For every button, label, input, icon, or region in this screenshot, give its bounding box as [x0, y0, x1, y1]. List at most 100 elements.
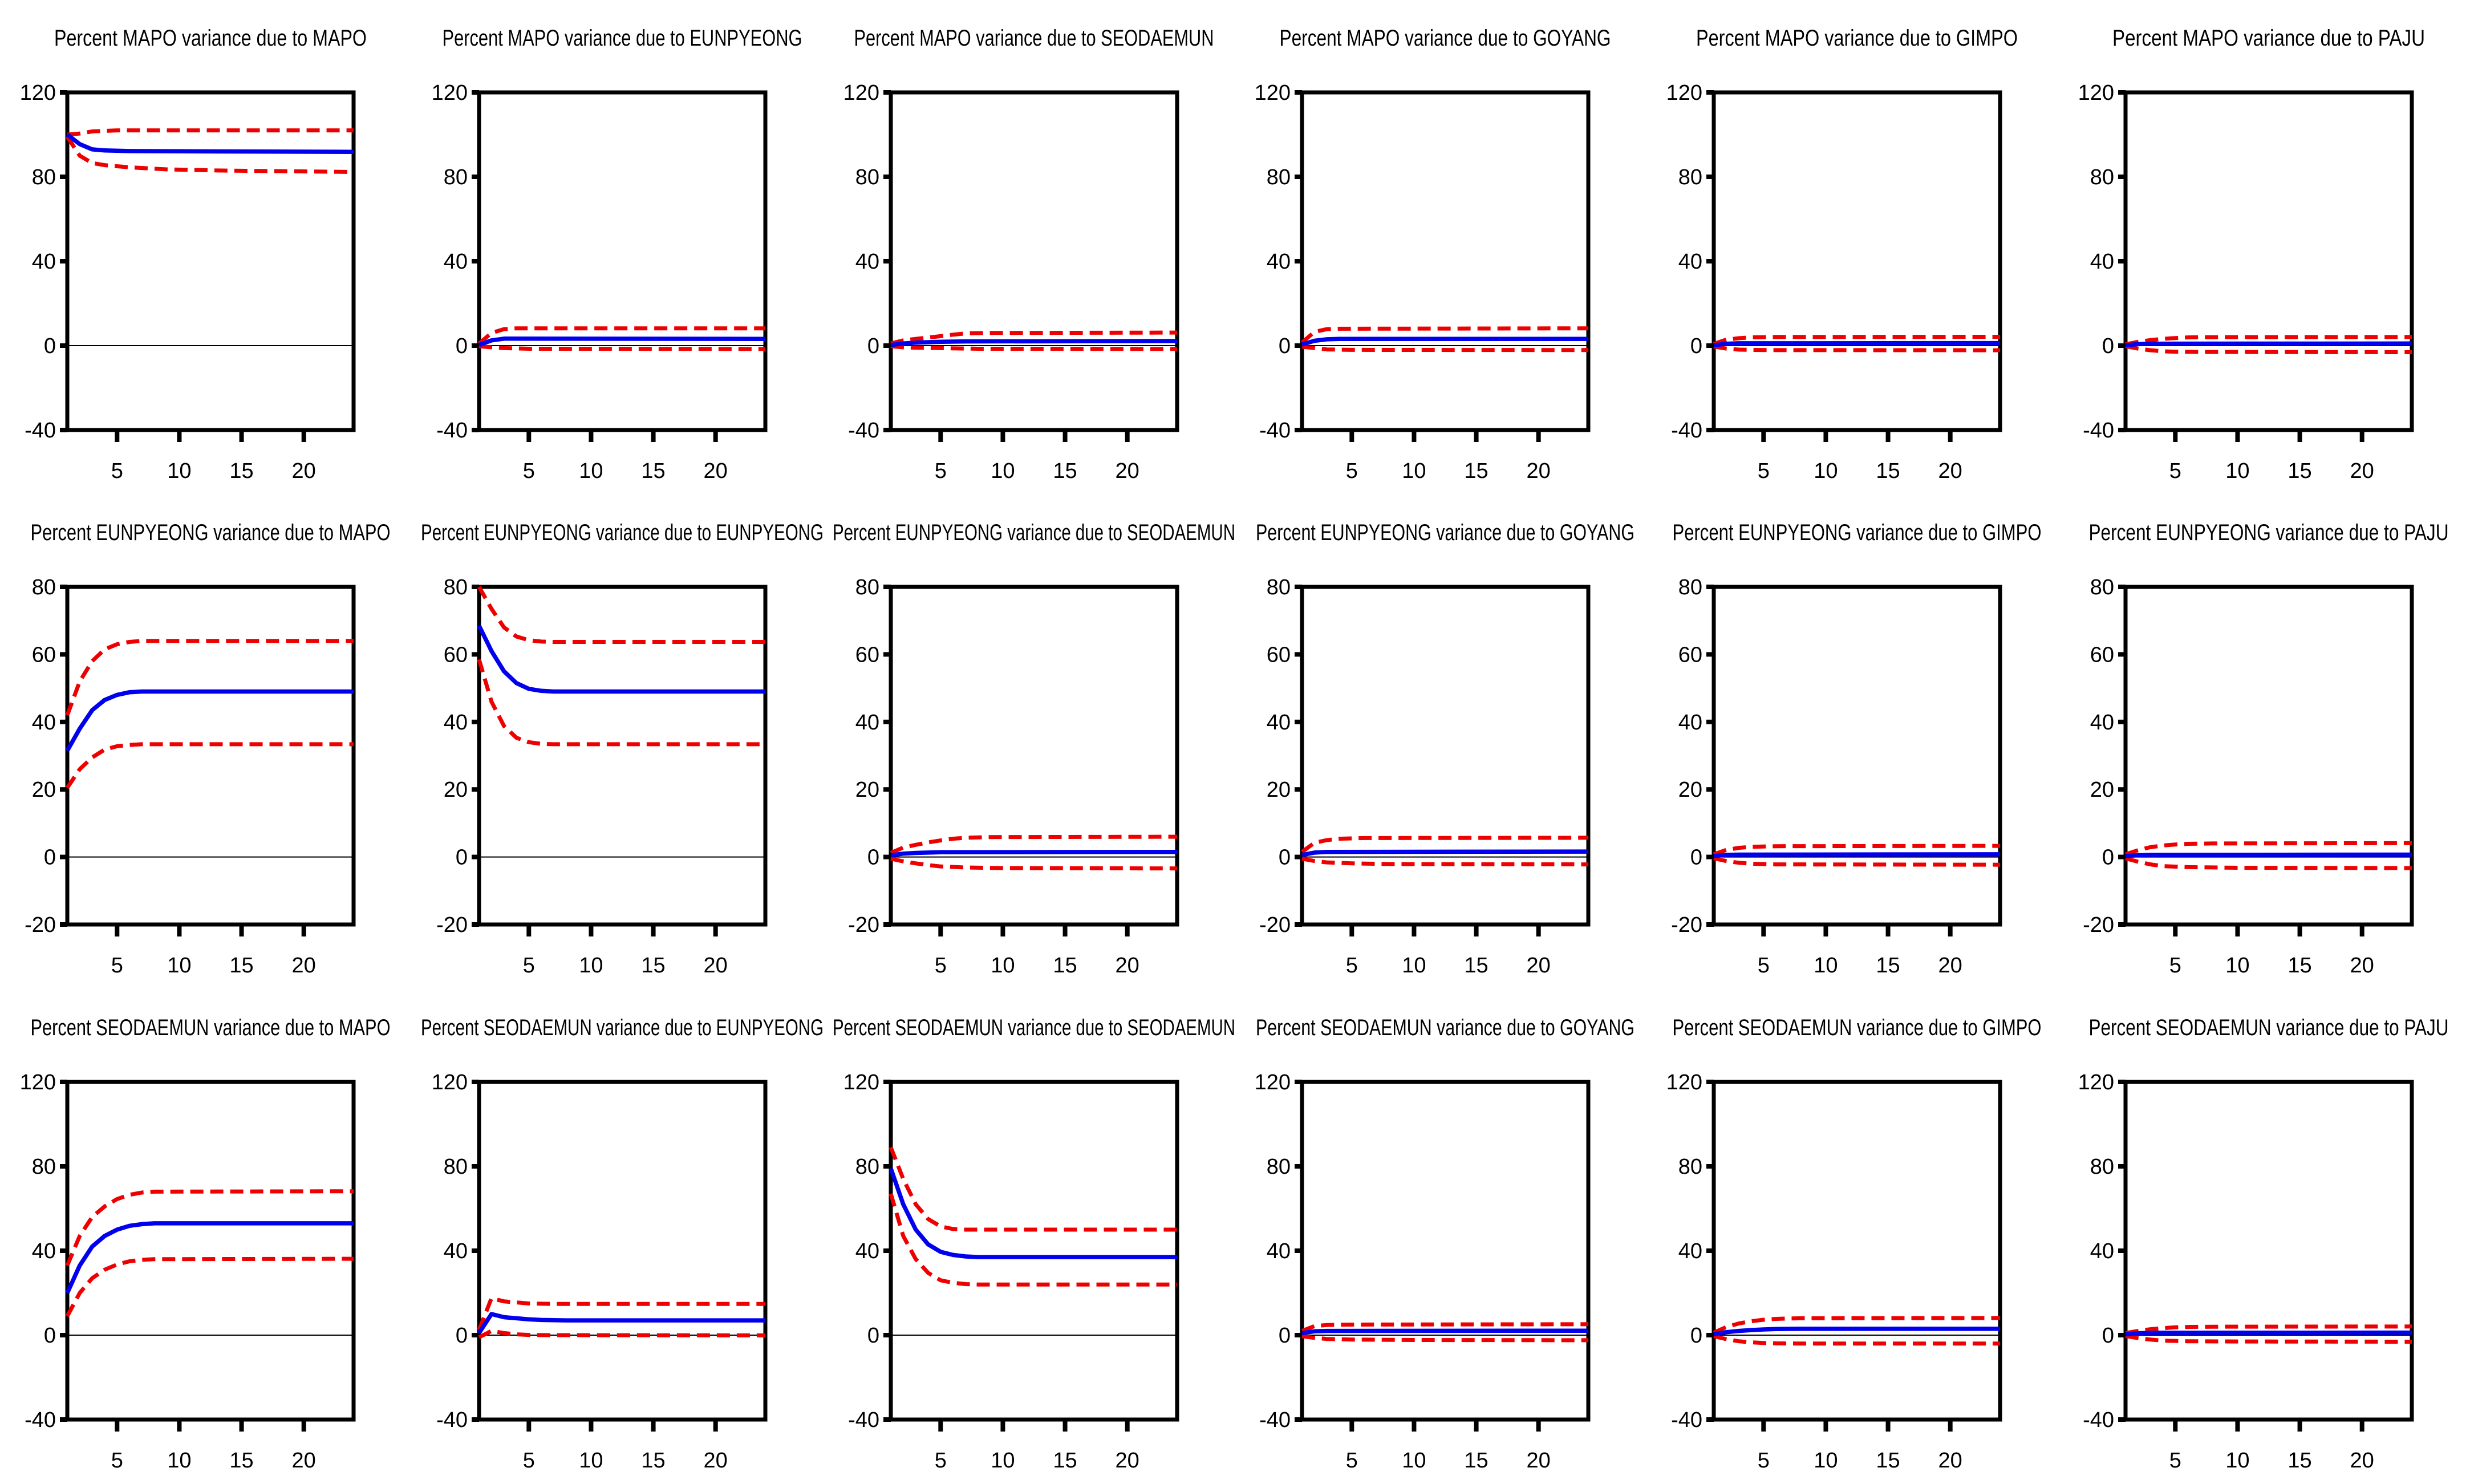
y-axis-label: 80	[444, 165, 468, 189]
y-axis-label: 20	[1678, 778, 1702, 802]
x-axis-label: 10	[1402, 1449, 1426, 1473]
y-axis-label: 0	[2102, 1324, 2114, 1348]
x-axis-label: 15	[1876, 954, 1900, 978]
series-upper-band	[65, 1189, 354, 1267]
plot-frame	[889, 585, 1179, 927]
x-axis-label: 5	[523, 1449, 535, 1473]
panel-eunpyeong-due-to-goyang: Percent EUNPYEONG variance due to GOYANG…	[1235, 494, 1646, 990]
series-upper-band	[1713, 1316, 2001, 1335]
x-axis-label: 20	[292, 459, 316, 483]
panel-mapo-due-to-gimpo: Percent MAPO variance due to GIMPO 120 80 4…	[1646, 0, 2058, 495]
plot-canvas: Percent EUNPYEONG variance due to GOYANG…	[1256, 520, 1635, 978]
plot-canvas: Percent SEODAEMUN variance due to MAPO 12…	[20, 1015, 391, 1473]
y-axis-label: 80	[32, 575, 56, 599]
y-axis-label: -40	[1671, 1408, 1702, 1432]
series-center-line	[2125, 852, 2412, 858]
x-axis-label: 15	[1876, 459, 1900, 483]
x-axis-label: 20	[1938, 954, 1962, 978]
plot-canvas: Percent EUNPYEONG variance due to EUNPYE…	[421, 520, 824, 978]
y-axis-label: -40	[2083, 419, 2114, 443]
series-center-line	[890, 849, 1178, 858]
panel-title: Percent MAPO variance due to GOYANG	[1280, 26, 1611, 51]
series-upper-band	[889, 1146, 1177, 1232]
panel-title: Percent SEODAEMUN variance due to EUNPYE…	[421, 1015, 824, 1040]
panel-eunpyeong-due-to-mapo: Percent EUNPYEONG variance due to MAPO 80…	[0, 494, 412, 990]
x-axis-label: 20	[2350, 1449, 2374, 1473]
panel-seodaemun-due-to-seodaemun: Percent SEODAEMUN variance due to SEODAE…	[824, 990, 1235, 1484]
y-axis-label: 120	[843, 1071, 879, 1094]
panel-title: Percent SEODAEMUN variance due to SEODAE…	[833, 1015, 1235, 1040]
series-upper-band	[1713, 335, 2001, 346]
x-axis-label: 5	[1346, 954, 1358, 978]
panel-title: Percent MAPO variance due to EUNPYEONG	[443, 26, 802, 51]
y-axis-label: 80	[444, 1155, 468, 1179]
series-lower-band	[66, 135, 354, 174]
series-upper-band	[890, 834, 1178, 855]
plot-canvas: Percent SEODAEMUN variance due to PAJU 12…	[2078, 1015, 2449, 1473]
y-axis-label: 80	[1678, 1155, 1702, 1179]
y-axis-label: 40	[1267, 711, 1291, 735]
x-axis-label: 20	[292, 1449, 316, 1473]
series-lower-band	[1713, 344, 2001, 352]
x-axis-label: 20	[1116, 954, 1139, 978]
series-center-line	[1301, 336, 1588, 347]
series-upper-band	[1301, 1322, 1589, 1333]
y-axis-label: 40	[1678, 1239, 1702, 1263]
y-axis-label: 120	[20, 81, 56, 105]
x-axis-label: 20	[292, 954, 316, 978]
x-axis-label: 10	[579, 459, 603, 483]
y-axis-label: 40	[444, 1239, 468, 1263]
panel-seodaemun-due-to-paju: Percent SEODAEMUN variance due to PAJU 12…	[2058, 990, 2470, 1484]
y-axis-label: 120	[1666, 81, 1702, 105]
y-axis-label: 0	[867, 334, 879, 358]
y-axis-label: -40	[1671, 419, 1702, 443]
series-lower-band	[478, 1329, 766, 1339]
plot-canvas: Percent MAPO variance due to GIMPO 120 80 4…	[1666, 26, 2018, 483]
x-axis-label: 20	[704, 1449, 728, 1473]
series-lower-band	[1301, 344, 1589, 352]
x-axis-label: 20	[1527, 954, 1551, 978]
y-axis-label: 40	[444, 711, 468, 735]
y-axis-label: 0	[2102, 846, 2114, 870]
x-axis-label: 10	[2225, 459, 2249, 483]
plot-canvas: Percent EUNPYEONG variance due to PAJU 80…	[2083, 520, 2449, 978]
panel-title: Percent MAPO variance due to GIMPO	[1696, 26, 2018, 51]
y-axis-label: -40	[25, 1408, 56, 1432]
y-axis-label: 20	[32, 778, 56, 802]
plot-canvas: Percent SEODAEMUN variance due to GOYANG…	[1255, 1015, 1635, 1473]
series-lower-band	[2125, 1334, 2412, 1344]
y-axis-label: 120	[1255, 81, 1291, 105]
series-lower-band	[1301, 857, 1589, 867]
plot-frame	[477, 1080, 768, 1422]
y-axis-label: 120	[2078, 81, 2114, 105]
series-center-line	[1301, 849, 1589, 857]
plot-frame	[2123, 585, 2414, 927]
x-axis-label: 10	[167, 954, 191, 978]
x-axis-label: 5	[111, 1449, 123, 1473]
y-axis-label: 80	[2090, 165, 2114, 189]
x-axis-label: 10	[2225, 954, 2249, 978]
y-axis-label: -20	[1259, 913, 1291, 937]
panel-title: Percent MAPO variance due to SEODAEMUN	[854, 26, 1214, 51]
y-axis-label: 0	[1690, 1324, 1702, 1348]
y-axis-label: 80	[444, 575, 468, 599]
plot-frame	[1300, 1080, 1591, 1422]
x-axis-label: 15	[2288, 1449, 2311, 1473]
y-axis-label: -40	[1259, 1408, 1291, 1432]
x-axis-label: 15	[641, 459, 665, 483]
y-axis-label: 20	[855, 778, 879, 802]
y-axis-label: 0	[44, 334, 56, 358]
panel-title: Percent EUNPYEONG variance due to PAJU	[2089, 520, 2449, 545]
y-axis-label: 0	[456, 1324, 468, 1348]
series-center-line	[1713, 852, 2001, 858]
plot-frame	[477, 90, 768, 432]
x-axis-label: 10	[1814, 459, 1838, 483]
y-axis-label: 80	[855, 165, 879, 189]
series-lower-band	[2125, 344, 2412, 354]
y-axis-label: -20	[1671, 913, 1702, 937]
series-lower-band	[1301, 1334, 1589, 1343]
x-axis-label: 20	[704, 459, 728, 483]
panel-mapo-due-to-eunpyeong: Percent MAPO variance due to EUNPYEONG 12…	[412, 0, 824, 495]
y-axis-label: 40	[1678, 250, 1702, 274]
